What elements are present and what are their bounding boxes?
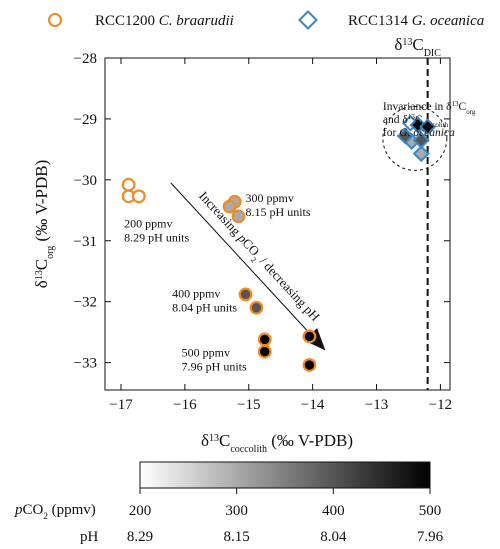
legend-marker-oceanica [298, 10, 318, 30]
x-tick-label: −17 [109, 397, 133, 413]
legend-strain-braarudii: RCC1200 [95, 13, 155, 29]
colorbar-ph-tick-label: 8.29 [127, 529, 153, 545]
colorbar-ph-label: pH [80, 529, 99, 545]
braarudii-point-2 [131, 189, 146, 204]
colorbar-ph-tick-label: 8.04 [320, 529, 347, 545]
axis-ticks: −17 −16 −15 −14 −13 −12 −28 −29 −30 −31 −32 −33 [74, 51, 453, 413]
y-axis-label: δ13Corg (‰ V-PDB) [32, 160, 56, 288]
x-tick-label: −15 [237, 397, 260, 413]
oceanica-point-4 [412, 131, 430, 149]
oceanica-point-6 [419, 118, 437, 136]
braarudii-point-5 [231, 209, 246, 224]
trend-arrow-line [170, 182, 311, 335]
dic-line-label: δ13CDIC [394, 35, 441, 59]
annotation-300ppmv: 300 ppmv 8.15 pH units [246, 191, 311, 219]
plot-frame [104, 57, 451, 391]
oceanica-point-2 [412, 145, 430, 163]
colorbar-gradient [139, 461, 431, 489]
legend-label-oceanica: RCC1314 G. oceanica [348, 13, 484, 29]
annotation-invariance: Invariance in δ13Corg and δ13Ccoccolith … [383, 100, 478, 139]
y-tick-label: −33 [74, 356, 97, 372]
annotation-200ppmv: 200 ppmv 8.29 pH units [124, 216, 189, 244]
data-points [121, 114, 437, 372]
colorbar-pco2-label: pCO2 (ppmv) [14, 502, 96, 521]
x-axis-label: δ13Ccoccolith (‰ V-PDB) [201, 431, 353, 455]
annotation-400ppmv: 400 ppmv 8.04 pH units [172, 286, 237, 314]
colorbar-pco2-tick-label: 400 [322, 503, 345, 519]
colorbar-pco2-tick-label: 300 [225, 503, 248, 519]
legend-species-oceanica: G. oceanica [412, 13, 484, 29]
colorbar-pco2-tick-label: 500 [419, 503, 442, 519]
legend: RCC1200 C. braarudii RCC1314 G. oceanica [48, 10, 484, 30]
colorbar-ticks: 200 8.29 300 8.15 400 8.04 500 7.96 [127, 488, 444, 545]
legend-strain-oceanica: RCC1314 [348, 13, 409, 29]
y-tick-label: −32 [74, 295, 97, 311]
braarudii-point-8 [257, 332, 272, 347]
colorbar-pco2-tick-label: 200 [129, 503, 152, 519]
x-tick-label: −13 [365, 397, 388, 413]
braarudii-point-11 [302, 358, 317, 372]
x-tick-label: −12 [429, 397, 452, 413]
legend-marker-braarudii [48, 13, 62, 27]
annotation-500ppmv: 500 ppmv 7.96 pH units [182, 345, 247, 373]
y-tick-label: −30 [74, 173, 97, 189]
x-tick-label: −16 [173, 397, 197, 413]
y-tick-label: −29 [74, 112, 97, 128]
braarudii-point-10 [302, 329, 317, 344]
colorbar-ph-tick-label: 7.96 [417, 529, 444, 545]
invariance-circle [382, 105, 448, 171]
legend-species-braarudii: C. braarudii [159, 13, 234, 29]
braarudii-point-6 [238, 287, 253, 302]
x-tick-label: −14 [301, 397, 325, 413]
colorbar-ph-tick-label: 8.15 [224, 529, 250, 545]
braarudii-point-9 [257, 344, 272, 359]
y-tick-label: −28 [74, 51, 97, 67]
oceanica-point-3 [396, 127, 414, 145]
braarudii-point-7 [249, 300, 264, 315]
braarudii-point-4 [222, 199, 237, 214]
braarudii-point-0 [121, 177, 136, 192]
y-tick-label: −31 [74, 234, 97, 250]
legend-label-braarudii: RCC1200 C. braarudii [95, 13, 234, 29]
colorbar: 200 8.29 300 8.15 400 8.04 500 7.96 pCO2 (ppmv)… [14, 461, 444, 545]
